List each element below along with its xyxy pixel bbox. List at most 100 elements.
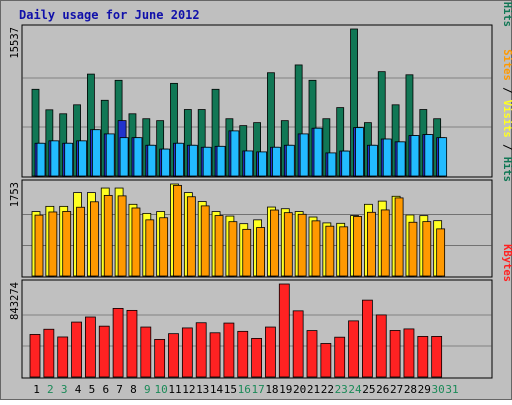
bar-sites: [366, 211, 376, 277]
bar-kbytes: [112, 308, 124, 378]
x-tick-label: 20: [293, 383, 306, 396]
x-tick-label: 16: [238, 383, 251, 396]
bar-sites: [242, 228, 252, 277]
x-tick-label: 14: [210, 383, 224, 396]
bar-pages: [105, 133, 115, 177]
bar-kbytes: [71, 321, 82, 378]
bar-sites: [159, 217, 169, 277]
bar-sites: [311, 220, 321, 277]
bar-sites: [408, 221, 418, 277]
bar-kbytes: [126, 309, 138, 378]
bar-kbytes: [306, 330, 318, 378]
x-tick-label: 22: [321, 383, 334, 396]
x-tick-label: 13: [196, 383, 209, 396]
bar-pages: [175, 142, 184, 177]
x-tick-label: 21: [307, 383, 320, 396]
bar-kbytes: [389, 330, 401, 378]
bar-sites: [353, 216, 362, 277]
bar-kbytes: [140, 326, 152, 378]
bar-pages: [36, 142, 46, 177]
bar-sites: [297, 213, 307, 277]
x-tick-label: 25: [362, 383, 375, 396]
x-tick-label: 4: [75, 383, 82, 396]
bar-kbytes: [348, 320, 359, 378]
bar-sites: [145, 219, 155, 277]
chart-panels: 15537 Pages / Files / Hits 1753 Sites / Vis…: [9, 0, 512, 379]
panel-visits-sites: 1753 Sites / Visits / Hits: [9, 49, 512, 278]
bar-sites: [325, 225, 335, 277]
bar-pages: [299, 133, 309, 177]
bar-kbytes: [417, 336, 429, 378]
x-tick-label: 17: [251, 383, 264, 396]
x-tick-label: 28: [404, 383, 417, 396]
bar-kbytes: [251, 338, 263, 378]
bar-pages: [272, 146, 281, 177]
bar-sites: [173, 184, 182, 277]
legend-entry-hits: Hits: [501, 157, 512, 182]
panel-bars: [31, 183, 446, 277]
panel-scale-label: 15537: [9, 27, 21, 59]
bar-sites: [214, 215, 224, 277]
x-tick-label: 19: [279, 383, 292, 396]
bar-pages: [64, 142, 74, 177]
legend-entry-kbytes: KBytes: [501, 244, 512, 282]
x-tick-label: 24: [348, 383, 362, 396]
bar-sites: [200, 205, 210, 277]
bar-pages: [258, 151, 268, 177]
x-tick-label: 11: [168, 383, 181, 396]
bar-pages: [438, 137, 448, 177]
bar-kbytes: [334, 336, 346, 378]
bar-sites: [34, 214, 44, 277]
x-tick-label: 7: [116, 383, 123, 396]
x-tick-label: 15: [224, 383, 237, 396]
bar-sites: [186, 196, 196, 277]
bar-pages: [313, 127, 323, 177]
legend-entry-hits: Hits: [501, 2, 512, 27]
bar-pages: [147, 144, 157, 177]
legend-separator: /: [501, 81, 512, 100]
bar-pages: [216, 145, 226, 177]
bar-kbytes: [431, 336, 443, 378]
x-tick-label: 10: [155, 383, 168, 396]
x-tick-label: 1: [33, 383, 40, 396]
bar-pages: [133, 137, 143, 177]
bar-kbytes: [195, 322, 207, 378]
legend-separator: /: [501, 138, 512, 157]
x-tick-label: 31: [445, 383, 458, 396]
bar-pages: [327, 152, 337, 177]
bar-pages: [410, 135, 420, 177]
bar-sites: [90, 201, 99, 277]
bar-pages: [78, 140, 87, 177]
bar-pages: [244, 150, 254, 177]
bar-kbytes: [361, 299, 373, 378]
bar-pages: [202, 146, 212, 177]
bar-pages: [368, 144, 378, 177]
bar-pages: [355, 127, 364, 177]
bar-kbytes: [403, 328, 415, 378]
x-tick-label: 3: [61, 383, 68, 396]
bar-kbytes: [43, 328, 55, 378]
bar-kbytes: [223, 322, 235, 378]
bar-pages: [285, 144, 295, 177]
bar-sites: [62, 211, 72, 277]
x-tick-label: 26: [376, 383, 389, 396]
bar-pages: [382, 138, 392, 177]
bar-pages: [424, 134, 434, 177]
bar-kbytes: [237, 330, 249, 378]
bar-pages: [119, 137, 129, 177]
chart-title: Daily usage for June 2012: [19, 8, 200, 22]
bar-kbytes: [209, 332, 221, 378]
x-tick-label: 5: [89, 383, 96, 396]
bar-pages: [230, 130, 240, 177]
bar-kbytes: [278, 283, 290, 378]
bar-sites: [117, 195, 127, 277]
panel-legend: Sites / Visits / Hits: [501, 49, 512, 182]
panel-scale-label: 1753: [9, 182, 21, 207]
bar-sites: [256, 227, 266, 277]
bar-kbytes: [98, 325, 110, 378]
x-tick-label: 18: [265, 383, 278, 396]
x-tick-label: 30: [432, 383, 445, 396]
bar-kbytes: [154, 338, 166, 378]
bar-kbytes: [181, 327, 193, 378]
